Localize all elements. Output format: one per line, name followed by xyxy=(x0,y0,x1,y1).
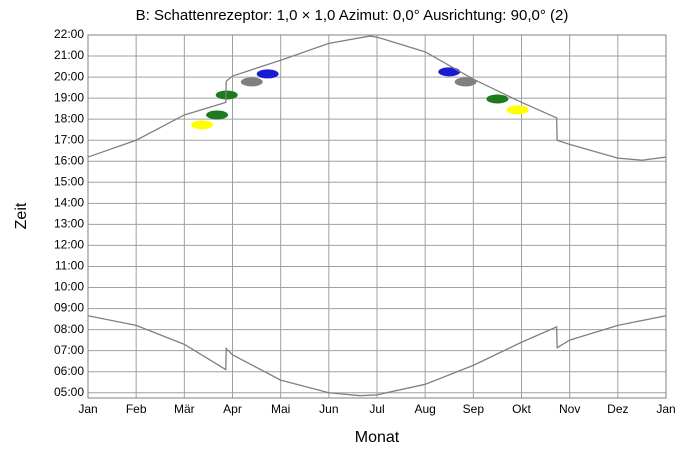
shadow-area xyxy=(438,67,461,77)
shadow-area xyxy=(506,105,529,115)
x-tick-label: Okt xyxy=(512,402,531,416)
chart-title: B: Schattenrezeptor: 1,0 × 1,0 Azimut: 0… xyxy=(136,7,569,24)
x-tick-label: Dez xyxy=(607,402,628,416)
shadow-area xyxy=(454,77,477,87)
x-tick-label: Feb xyxy=(126,402,147,416)
y-tick-label: 11:00 xyxy=(55,259,84,273)
x-tick-label: Mai xyxy=(271,402,290,416)
shadow-area xyxy=(215,90,238,100)
y-tick-label: 10:00 xyxy=(54,280,84,294)
x-tick-label: Nov xyxy=(559,402,580,416)
x-tick-label: Jan xyxy=(656,402,675,416)
shadow-area xyxy=(206,110,229,120)
y-tick-label: 07:00 xyxy=(54,343,84,357)
y-tick-label: 12:00 xyxy=(54,238,84,252)
y-tick-label: 14:00 xyxy=(54,196,84,210)
shadow-area xyxy=(256,69,279,79)
shadow-area xyxy=(240,77,263,87)
y-tick-label: 05:00 xyxy=(54,385,84,399)
line xyxy=(87,35,667,161)
x-tick-label: Apr xyxy=(223,402,242,416)
x-tick-label: Jan xyxy=(78,402,97,416)
y-tick-label: 21:00 xyxy=(54,48,84,62)
y-tick-label: 18:00 xyxy=(54,111,84,125)
y-tick-label: 17:00 xyxy=(54,132,84,146)
y-tick-label: 16:00 xyxy=(54,153,84,167)
x-tick-label: Aug xyxy=(414,402,435,416)
x-tick-label: Jun xyxy=(319,402,338,416)
plot-frame xyxy=(87,34,667,399)
line xyxy=(87,315,667,397)
y-axis-label: Zeit xyxy=(13,202,30,229)
x-axis-label: Monat xyxy=(355,429,400,446)
y-tick-label: 15:00 xyxy=(54,174,84,188)
y-tick-label: 13:00 xyxy=(54,217,84,231)
x-tick-label: Sep xyxy=(463,402,485,416)
shadow-area xyxy=(191,120,214,130)
y-tick-label: 06:00 xyxy=(54,364,84,378)
y-tick-label: 19:00 xyxy=(54,90,84,104)
shadow-area xyxy=(486,94,509,104)
y-tick-label: 20:00 xyxy=(54,69,84,83)
y-tick-label: 08:00 xyxy=(54,322,84,336)
x-tick-label: Mär xyxy=(174,402,195,416)
y-tick-label: 22:00 xyxy=(54,27,84,41)
y-tick-label: 09:00 xyxy=(54,301,84,315)
x-tick-label: Jul xyxy=(369,402,384,416)
